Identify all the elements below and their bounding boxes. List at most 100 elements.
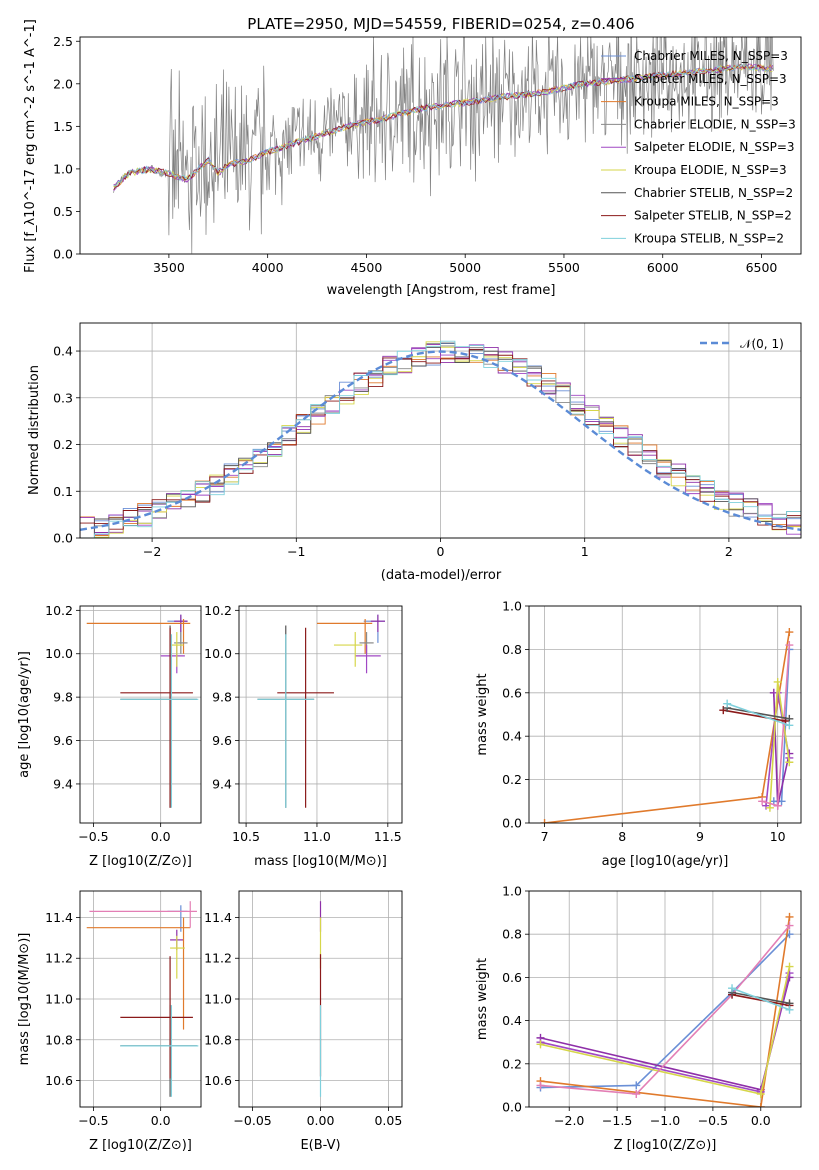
x-axis-label: Z [log10(Z/Z⊙)]	[614, 1138, 717, 1153]
y-tick-label: 11.0	[204, 992, 232, 1007]
y-tick-label: 0.8	[502, 642, 522, 657]
x-tick-label: 6000	[647, 260, 679, 275]
y-tick-label: 1.0	[502, 884, 522, 899]
y-tick-label: 10.8	[45, 1032, 73, 1047]
chart-weight_vs_Z: −2.0 −1.5 −1.0 −0.5 0.0 0.0 0.2 0.4 0.6 0.8 1.0 Z […	[475, 884, 802, 1153]
y-tick-label: 0.2	[502, 772, 522, 787]
chart-age_vs_Z: −0.5 0.0 9.4 9.6 9.8 10.0 10.2 Z [log10(Z/Z⊙)] a…	[17, 603, 202, 869]
plot-area	[113, 37, 774, 254]
spectrum-model-line	[113, 63, 773, 187]
point-marker	[785, 921, 794, 930]
chart-mass_vs_EBV: −0.05 0.00 0.05 10.6 10.8 11.0 11.2 11.4 E(B-V)	[204, 890, 403, 1153]
legend-entry: Chabrier STELIB, N_SSP=2	[634, 186, 793, 200]
y-tick-label: 1.0	[53, 161, 73, 176]
legend-entry: Chabrier MILES, N_SSP=3	[634, 49, 788, 63]
y-tick-label: 0.3	[53, 390, 73, 405]
chart-mass_vs_Z: −0.5 0.0 10.6 10.8 11.0 11.2 11.4 Z [log10(Z/Z⊙…	[17, 890, 202, 1153]
legend-entry: Kroupa STELIB, N_SSP=2	[634, 231, 784, 245]
point-marker	[756, 1090, 765, 1099]
y-axis-label: Flux [f_λ10^-17 erg cm^-2 s^-1 A^-1]	[23, 19, 38, 273]
y-tick-label: 0.0	[502, 816, 522, 831]
y-tick-label: 9.8	[212, 690, 232, 705]
y-tick-label: 10.0	[45, 646, 73, 661]
spectrum-model-line	[113, 63, 773, 191]
weight-line	[731, 993, 790, 1007]
point-marker	[785, 628, 794, 637]
x-tick-label: 0.0	[151, 829, 171, 844]
y-tick-label: 9.8	[53, 690, 73, 705]
x-tick-label: 5500	[548, 260, 580, 275]
spectrum-data-line	[113, 37, 774, 254]
y-tick-label: 9.4	[212, 776, 232, 791]
legend-entry: Salpeter ELODIE, N_SSP=3	[634, 140, 795, 154]
x-tick-label: 11.5	[374, 829, 402, 844]
x-axis-label: wavelength [Angstrom, rest frame]	[327, 283, 556, 298]
x-tick-label: 5000	[449, 260, 481, 275]
x-axis-label: (data-model)/error	[381, 568, 502, 583]
weight-line	[544, 631, 791, 823]
plot-area	[257, 614, 385, 808]
point-marker	[765, 803, 774, 812]
y-tick-label: 0.4	[502, 729, 522, 744]
chart-weight_vs_age: 7 8 9 10 0.0 0.2 0.4 0.6 0.8 1.0 age [log10(age/yr…	[475, 599, 802, 869]
point-marker	[785, 758, 794, 767]
point-marker	[540, 819, 549, 823]
x-tick-label: 0.05	[374, 1113, 402, 1128]
y-tick-label: 9.4	[53, 776, 73, 791]
y-tick-label: 10.2	[45, 603, 73, 618]
legend-entry: Salpeter STELIB, N_SSP=2	[634, 209, 792, 223]
y-axis-label: mass weight	[475, 673, 490, 755]
point-marker	[785, 641, 794, 650]
point-marker	[723, 699, 732, 708]
point-marker	[785, 1005, 794, 1014]
x-tick-label: −1.5	[602, 1113, 632, 1128]
x-tick-label: 4500	[351, 260, 383, 275]
plot-area	[86, 614, 199, 808]
y-tick-label: 0.0	[53, 531, 73, 546]
weight-line	[723, 709, 786, 722]
y-tick-label: 11.4	[204, 910, 232, 925]
chart-age_vs_mass: 10.5 11.0 11.5 9.4 9.6 9.8 10.0 10.2 mass [log10…	[204, 603, 403, 869]
x-tick-label: 11.0	[303, 829, 331, 844]
y-tick-label: 0.6	[502, 685, 522, 700]
point-marker	[773, 801, 782, 810]
x-tick-label: 10.5	[232, 829, 260, 844]
x-tick-label: 0.0	[151, 1113, 171, 1128]
x-tick-label: −0.05	[233, 1113, 271, 1128]
y-tick-label: 10.0	[204, 646, 232, 661]
weight-line	[540, 916, 791, 1107]
y-tick-label: 2.0	[53, 76, 73, 91]
x-tick-label: −0.5	[78, 1113, 108, 1128]
legend-entry: Chabrier ELODIE, N_SSP=3	[634, 117, 796, 131]
y-tick-label: 11.0	[45, 992, 73, 1007]
y-tick-label: 0.2	[53, 437, 73, 452]
y-tick-label: 0.8	[502, 927, 522, 942]
legend-entry: Salpeter MILES, N_SSP=3	[634, 72, 787, 86]
axes-frame	[238, 605, 403, 824]
normal-curve	[80, 350, 801, 531]
y-tick-label: 1.0	[502, 599, 522, 614]
histogram-step	[80, 340, 801, 538]
y-tick-label: 11.4	[45, 910, 73, 925]
point-marker	[785, 721, 794, 730]
x-tick-label: 8	[618, 829, 626, 844]
chart-residuals: −2 −1 0 1 2 0.0 0.1 0.2 0.3 0.4 (data-model)/error…	[27, 322, 802, 583]
weight-line	[731, 991, 790, 1005]
y-tick-label: 9.6	[53, 733, 73, 748]
y-tick-label: 11.2	[204, 951, 232, 966]
x-tick-label: 9	[696, 829, 704, 844]
y-tick-label: 11.2	[45, 951, 73, 966]
y-tick-label: 10.6	[45, 1073, 73, 1088]
x-tick-label: 7	[541, 829, 549, 844]
plot-area	[540, 628, 794, 823]
chart-spectrum: 3500 4000 4500 5000 5500 6000 6500 0.0 0.5 1.0 1.5…	[23, 15, 802, 298]
plot-area	[536, 912, 794, 1107]
y-tick-label: 9.6	[212, 733, 232, 748]
legend-entry: 𝒩(0, 1)	[740, 337, 784, 351]
x-axis-label: E(B-V)	[300, 1138, 340, 1153]
x-axis-label: mass [log10(M/M⊙)]	[254, 854, 387, 869]
legend-entry: Kroupa MILES, N_SSP=3	[634, 95, 779, 109]
point-marker	[632, 1081, 641, 1090]
point-marker	[785, 912, 794, 921]
point-marker	[756, 1103, 765, 1107]
